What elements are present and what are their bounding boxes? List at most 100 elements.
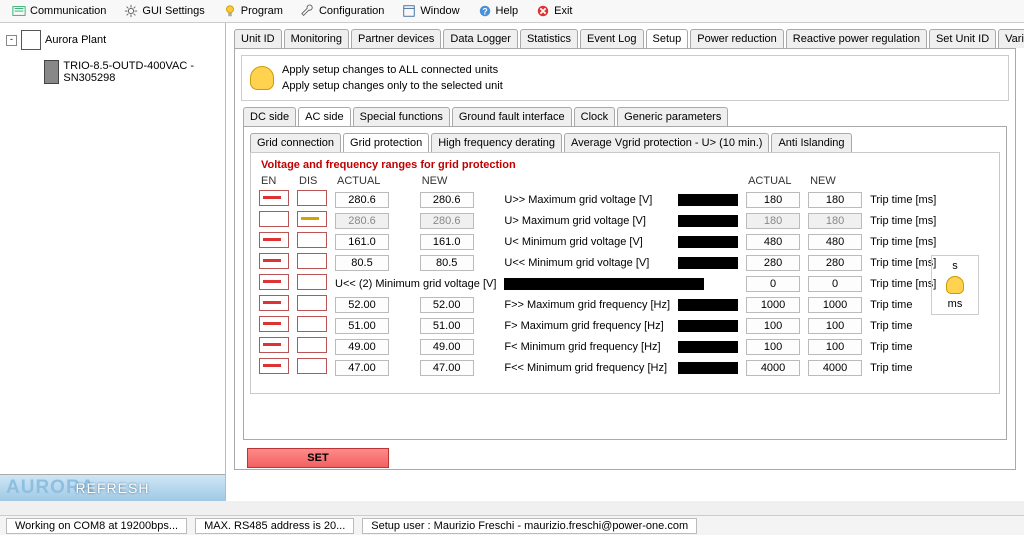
disable-toggle[interactable] [297, 232, 327, 248]
enable-toggle[interactable] [259, 190, 289, 206]
subtab-generic-parameters[interactable]: Generic parameters [617, 107, 728, 126]
exit-icon [536, 4, 550, 18]
new2-value[interactable]: 0 [808, 276, 862, 292]
menu-exit[interactable]: Exit [528, 2, 580, 20]
actual-value: 280.6 [335, 213, 389, 229]
actab-anti-islanding[interactable]: Anti Islanding [771, 133, 851, 152]
actab-high-frequency-derating[interactable]: High frequency derating [431, 133, 562, 152]
unit-s: s [938, 260, 972, 272]
col-new2: NEW [804, 175, 866, 189]
collapse-icon[interactable]: - [6, 35, 17, 46]
disable-toggle[interactable] [297, 316, 327, 332]
menu-window[interactable]: Window [394, 2, 467, 20]
enable-toggle[interactable] [259, 337, 289, 353]
enable-toggle[interactable] [259, 274, 289, 290]
disable-toggle[interactable] [297, 295, 327, 311]
tab-partner-devices[interactable]: Partner devices [351, 29, 441, 48]
new2-value[interactable]: 280 [808, 255, 862, 271]
col-dis: DIS [293, 175, 331, 189]
redacted-bar [678, 194, 738, 206]
tab-data-logger[interactable]: Data Logger [443, 29, 518, 48]
new-value[interactable]: 49.00 [420, 339, 474, 355]
menu-communication[interactable]: Communication [4, 2, 114, 20]
apply-all-label[interactable]: Apply setup changes to ALL connected uni… [282, 62, 503, 78]
new2-value[interactable]: 100 [808, 318, 862, 334]
tree-root-label: Aurora Plant [45, 34, 106, 46]
tree-root[interactable]: - Aurora Plant [4, 29, 221, 51]
disable-toggle[interactable] [297, 358, 327, 374]
new-value[interactable]: 51.00 [420, 318, 474, 334]
tab-set-unit-id[interactable]: Set Unit ID [929, 29, 996, 48]
wrench-icon [301, 4, 315, 18]
status-rs485: MAX. RS485 address is 20... [195, 518, 354, 534]
actual-value: 280.6 [335, 192, 389, 208]
window-icon [402, 4, 416, 18]
main-area: - Aurora Plant TRIO-8.5-OUTD-400VAC - SN… [0, 23, 1024, 501]
actab-grid-connection[interactable]: Grid connection [250, 133, 341, 152]
tab-unit-id[interactable]: Unit ID [234, 29, 282, 48]
new-value[interactable]: 47.00 [420, 360, 474, 376]
refresh-button[interactable]: REFRESH [76, 480, 150, 496]
new2-value[interactable]: 180 [808, 213, 862, 229]
enable-toggle[interactable] [259, 295, 289, 311]
table-row: 51.0051.00F> Maximum grid frequency [Hz]… [255, 315, 940, 336]
disable-toggle[interactable] [297, 253, 327, 269]
menu-configuration[interactable]: Configuration [293, 2, 392, 20]
new2-value[interactable]: 100 [808, 339, 862, 355]
disable-toggle[interactable] [297, 337, 327, 353]
subtab-ac-side[interactable]: AC side [298, 107, 351, 126]
enable-toggle[interactable] [259, 253, 289, 269]
enable-toggle[interactable] [259, 316, 289, 332]
apply-selected-label[interactable]: Apply setup changes only to the selected… [282, 78, 503, 94]
col-actual: ACTUAL [331, 175, 416, 189]
disable-toggle[interactable] [297, 190, 327, 206]
tab-event-log[interactable]: Event Log [580, 29, 644, 48]
tab-power-reduction[interactable]: Power reduction [690, 29, 784, 48]
disable-toggle[interactable] [297, 211, 327, 227]
new2-value[interactable]: 4000 [808, 360, 862, 376]
disable-toggle[interactable] [297, 274, 327, 290]
new-value[interactable]: 161.0 [420, 234, 474, 250]
set-button[interactable]: SET [247, 448, 389, 468]
new2-value[interactable]: 180 [808, 192, 862, 208]
unit-indicator: s ms [931, 255, 979, 315]
enable-toggle[interactable] [259, 232, 289, 248]
light-icon [223, 4, 237, 18]
enable-toggle[interactable] [259, 211, 289, 227]
tab-variables[interactable]: Variables [998, 29, 1024, 48]
table-row: 280.6280.6U> Maximum grid voltage [V]180… [255, 210, 940, 231]
subtab-dc-side[interactable]: DC side [243, 107, 296, 126]
new-value[interactable]: 80.5 [420, 255, 474, 271]
menu-help[interactable]: ? Help [470, 2, 527, 20]
plant-icon [21, 30, 41, 50]
param-desc: U<< Minimum grid voltage [V] [504, 257, 649, 269]
redacted-bar [678, 215, 738, 227]
menu-program[interactable]: Program [215, 2, 291, 20]
tree-device[interactable]: TRIO-8.5-OUTD-400VAC - SN305298 [4, 59, 221, 85]
subtab-special-functions[interactable]: Special functions [353, 107, 450, 126]
trip-label: Trip time [ms] [866, 189, 940, 210]
subtab-clock[interactable]: Clock [574, 107, 616, 126]
new-value[interactable]: 52.00 [420, 297, 474, 313]
subtab-ground-fault-interface[interactable]: Ground fault interface [452, 107, 572, 126]
tree-device-label: TRIO-8.5-OUTD-400VAC - SN305298 [63, 60, 219, 84]
actab-grid-protection[interactable]: Grid protection [343, 133, 429, 152]
menu-gui-settings[interactable]: GUI Settings [116, 2, 212, 20]
trip-label: Trip time [866, 357, 940, 378]
param-desc: U< Minimum grid voltage [V] [504, 236, 642, 248]
redacted-bar [678, 320, 738, 332]
tab-setup[interactable]: Setup [646, 29, 689, 48]
tab-statistics[interactable]: Statistics [520, 29, 578, 48]
new-value[interactable]: 280.6 [420, 213, 474, 229]
new2-value[interactable]: 480 [808, 234, 862, 250]
new-value[interactable]: 280.6 [420, 192, 474, 208]
actab-average-vgrid-protection-u-10-min-[interactable]: Average Vgrid protection - U> (10 min.) [564, 133, 769, 152]
param-desc: F<< Minimum grid frequency [Hz] [504, 362, 667, 374]
tab-monitoring[interactable]: Monitoring [284, 29, 349, 48]
tab-reactive-power-regulation[interactable]: Reactive power regulation [786, 29, 927, 48]
comm-icon [12, 4, 26, 18]
new2-value[interactable]: 1000 [808, 297, 862, 313]
enable-toggle[interactable] [259, 358, 289, 374]
menu-label: Window [420, 5, 459, 17]
tree-view[interactable]: - Aurora Plant TRIO-8.5-OUTD-400VAC - SN… [0, 23, 225, 474]
